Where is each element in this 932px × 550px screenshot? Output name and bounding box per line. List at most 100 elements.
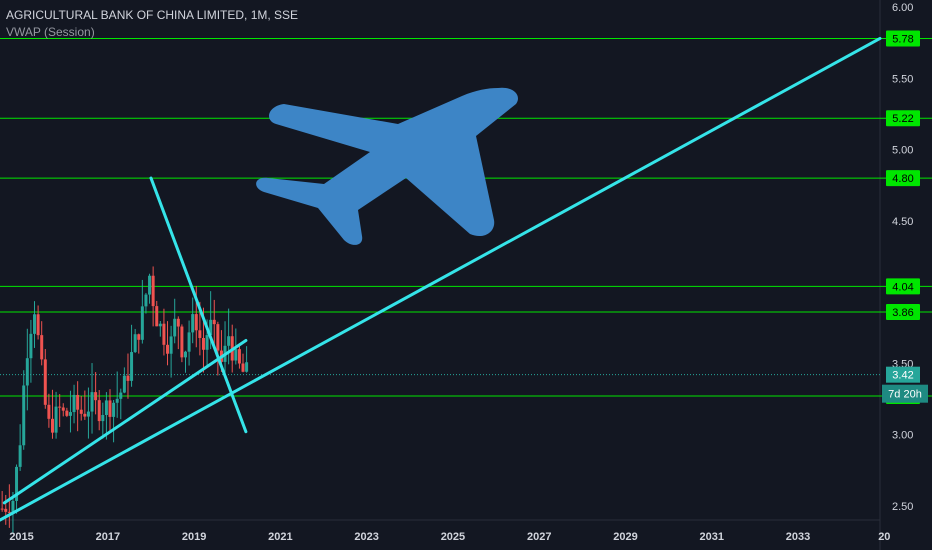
- candle-body: [180, 326, 184, 358]
- candle-body: [22, 385, 26, 446]
- time-tick-label: 20: [878, 531, 890, 543]
- candle-body: [209, 319, 213, 336]
- price-tick-label: 5.00: [892, 145, 913, 157]
- candle-body: [212, 319, 216, 325]
- time-tick-label: 2015: [9, 531, 33, 543]
- candle-body: [194, 314, 198, 331]
- candle-body: [122, 375, 126, 393]
- candle-body: [216, 324, 220, 351]
- candle-body: [245, 362, 249, 372]
- price-tick-label: 3.00: [892, 430, 913, 442]
- candle-body: [130, 352, 134, 381]
- candle-body: [155, 306, 159, 327]
- time-tick-label: 2021: [268, 531, 292, 543]
- candle-body: [144, 294, 148, 307]
- candle-body: [54, 406, 58, 433]
- candle-body: [4, 508, 8, 512]
- trendline-channel-upper: [2, 338, 248, 505]
- candle-body: [119, 392, 123, 399]
- candle-body: [137, 334, 141, 340]
- candle-body: [126, 375, 130, 381]
- price-tick-label: 6.00: [892, 2, 913, 14]
- level-badge-label: 3.86: [892, 307, 913, 319]
- candle-body: [234, 349, 238, 361]
- candle-body: [151, 275, 155, 307]
- candle-body: [108, 400, 112, 417]
- level-badge-label: 4.80: [892, 173, 913, 185]
- candle-body: [11, 500, 15, 513]
- price-tick-label: 2.50: [892, 501, 913, 513]
- price-tick-label: 4.50: [892, 216, 913, 228]
- candle-body: [18, 445, 22, 467]
- candle-body: [162, 323, 166, 345]
- candle-body: [43, 359, 47, 405]
- candle-body: [173, 318, 177, 337]
- candle-body: [33, 314, 37, 334]
- candle-body: [187, 332, 191, 352]
- price-tick-label: 5.50: [892, 73, 913, 85]
- trendlines: [0, 36, 882, 522]
- level-badge-label: 5.78: [892, 33, 913, 45]
- last-price-badge: [886, 366, 920, 383]
- level-badge: [886, 278, 920, 295]
- candle-body: [61, 407, 65, 411]
- level-badge-label: 5.22: [892, 113, 913, 125]
- airplane-icon: [256, 87, 518, 245]
- candle-body: [201, 337, 205, 350]
- candle-body: [140, 306, 144, 340]
- trendline-long-support: [0, 36, 882, 522]
- candle-body: [176, 318, 180, 327]
- candle-body: [76, 394, 80, 410]
- time-tick-label: 2019: [182, 531, 206, 543]
- level-badge-label: 4.04: [892, 281, 913, 293]
- candle-body: [25, 358, 29, 386]
- candle-body: [112, 402, 116, 417]
- candle-body: [83, 413, 87, 417]
- time-tick-label: 2027: [527, 531, 551, 543]
- candle-body: [101, 414, 105, 422]
- time-tick-label: 2031: [700, 531, 724, 543]
- candle-body: [90, 392, 94, 412]
- candle-body: [68, 412, 72, 416]
- level-badge: [886, 304, 920, 320]
- last-price-label: 3.42: [892, 370, 913, 382]
- symbol-title[interactable]: AGRICULTURAL BANK OF CHINA LIMITED, 1M, …: [6, 8, 299, 22]
- candle-body: [158, 323, 162, 327]
- time-tick-label: 2029: [613, 531, 637, 543]
- candle-body: [47, 404, 51, 419]
- candle-body: [97, 400, 101, 422]
- candle-body: [94, 392, 98, 401]
- candle-body: [79, 409, 83, 414]
- candle-body: [58, 406, 62, 408]
- level-badge: [886, 30, 920, 47]
- candle-body: [133, 334, 137, 353]
- candle-body: [29, 333, 33, 359]
- candle-body: [0, 508, 4, 510]
- candle-body: [115, 398, 119, 403]
- time-tick-label: 2033: [786, 531, 810, 543]
- candle-body: [86, 411, 90, 417]
- candle-body: [72, 394, 76, 413]
- time-tick-label: 2017: [96, 531, 120, 543]
- candle-body: [169, 336, 173, 354]
- candle-body: [241, 363, 245, 372]
- time-axis: 2015 2017 2019 2021 2023 2025 2027 2029 2031 2033…: [9, 531, 890, 543]
- trendline-descending-resistance: [149, 176, 248, 434]
- time-tick-label: 2023: [354, 531, 378, 543]
- countdown-badge: [882, 384, 928, 403]
- candle-body: [183, 351, 187, 358]
- countdown-label: 7d 20h: [888, 389, 922, 401]
- candle-body: [148, 275, 152, 295]
- candle-body: [50, 418, 54, 433]
- candle-body: [198, 330, 202, 338]
- candle-body: [191, 314, 195, 333]
- indicator-label[interactable]: VWAP (Session): [6, 25, 95, 39]
- candle-body: [40, 335, 44, 360]
- candle-body: [15, 466, 19, 501]
- candle-body: [166, 344, 170, 354]
- candle-body: [104, 400, 108, 415]
- candle-body: [36, 314, 40, 336]
